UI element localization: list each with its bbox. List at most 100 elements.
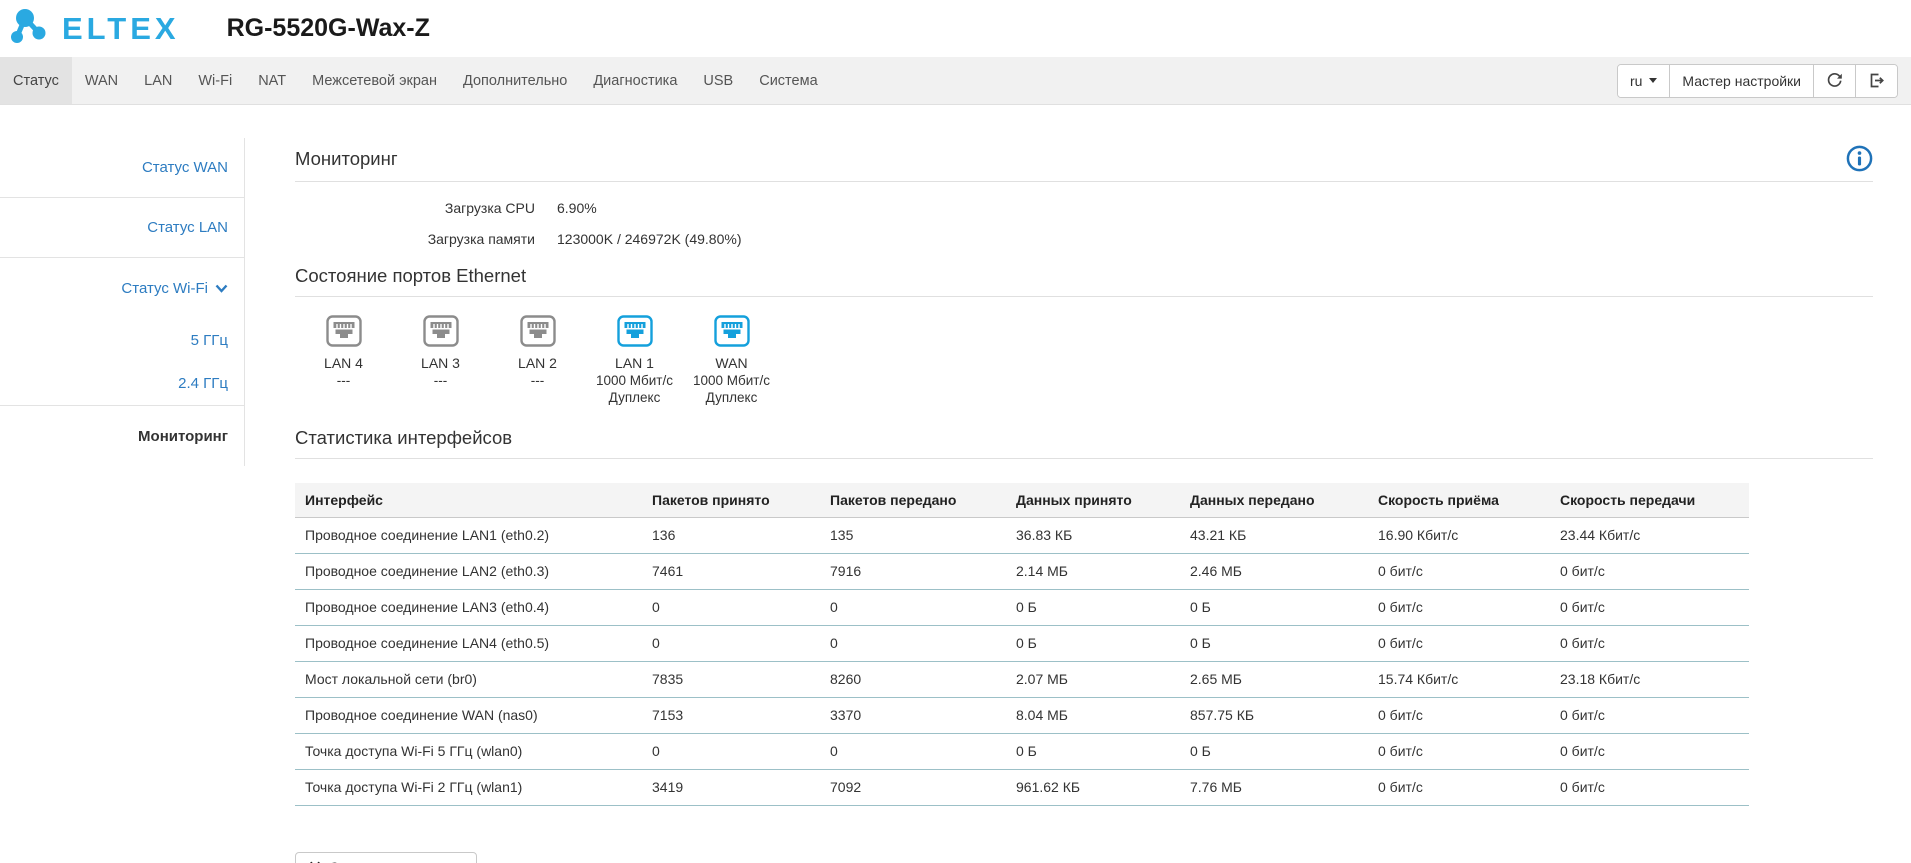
sidebar-item-label: Статус WAN — [141, 159, 228, 176]
tab-nat[interactable]: NAT — [258, 72, 287, 89]
table-cell: 23.18 Кбит/с — [1550, 661, 1749, 698]
logout-icon — [1870, 73, 1884, 88]
table-cell: 0 Б — [1180, 733, 1368, 770]
table-cell: Точка доступа Wi-Fi 5 ГГц (wlan0) — [295, 733, 642, 770]
sidebar-item-monitoring[interactable]: Мониторинг — [0, 406, 244, 466]
table-cell: 36.83 КБ — [1006, 517, 1180, 554]
table-cell: 2.07 МБ — [1006, 661, 1180, 698]
tab-advanced[interactable]: Дополнительно — [462, 72, 568, 89]
column-header: Данных передано — [1180, 483, 1368, 518]
wizard-label: Мастер настройки — [1682, 72, 1801, 89]
nav-tabs: Статус WAN LAN Wi-Fi NAT Межсетевой экран Допо… — [0, 57, 831, 104]
table-cell: 0 бит/с — [1368, 589, 1550, 626]
nav-controls: ru Мастер настройки — [1616, 63, 1898, 98]
port-status-line: Дуплекс — [705, 390, 758, 405]
clear-statistics-label: Очистить статистику — [329, 859, 463, 863]
table-cell: Точка доступа Wi-Fi 2 ГГц (wlan1) — [295, 769, 642, 806]
logout-button[interactable] — [1855, 64, 1897, 97]
table-cell: 15.74 Кбит/с — [1368, 661, 1550, 698]
refresh-button[interactable] — [1813, 64, 1855, 97]
sidebar-item-label: 2.4 ГГц — [178, 375, 228, 392]
tab-usb[interactable]: USB — [703, 72, 734, 89]
setup-wizard-button[interactable]: Мастер настройки — [1669, 64, 1813, 97]
table-cell: 16.90 Кбит/с — [1368, 517, 1550, 554]
eltex-logo[interactable]: ELTEX — [10, 6, 180, 52]
ethernet-port-icon — [519, 315, 556, 347]
main-navbar: Статус WAN LAN Wi-Fi NAT Межсетевой экран Допо… — [0, 57, 1911, 105]
table-header-row: Интерфейс Пакетов принято Пакетов передано… — [295, 483, 1749, 518]
column-header: Интерфейс — [295, 483, 642, 518]
table-cell: 8260 — [820, 661, 1006, 698]
ports-title: Состояние портов Ethernet — [295, 265, 527, 286]
tab-firewall[interactable]: Межсетевой экран — [312, 72, 437, 89]
main-content: Мониторинг Загрузка CPU 6.90% Загрузка пам… — [245, 105, 1911, 863]
table-cell: 0 бит/с — [1550, 589, 1749, 626]
port-lan-3: LAN 3 --- — [392, 315, 489, 405]
system-load-rows: Загрузка CPU 6.90% Загрузка памяти 123000K … — [295, 200, 1873, 247]
ethernet-ports: LAN 4 --- LAN 3 --- LAN 2 --- LAN 1 1000 Мбит/с… — [295, 315, 1873, 405]
sidebar-item-label: Мониторинг — [138, 427, 228, 445]
table-cell: 3370 — [820, 697, 1006, 734]
table-cell: 0 — [820, 733, 1006, 770]
table-row: Проводное соединение WAN (nas0) 7153 3370 8… — [295, 697, 1749, 734]
table-cell: 0 — [642, 589, 820, 626]
table-cell: 3419 — [642, 769, 820, 806]
table-row: Проводное соединение LAN1 (eth0.2) 136 135… — [295, 517, 1749, 554]
table-row: Проводное соединение LAN2 (eth0.3) 7461 79… — [295, 553, 1749, 590]
refresh-icon — [1827, 73, 1842, 87]
tab-system[interactable]: Система — [759, 72, 818, 89]
tab-wifi[interactable]: Wi-Fi — [198, 72, 233, 89]
table-row: Мост локальной сети (br0) 7835 8260 2.07 МБ… — [295, 661, 1749, 698]
top-header: ELTEX RG-5520G-Wax-Z — [0, 0, 1911, 57]
eltex-molecule-icon — [11, 8, 46, 43]
sidebar-item-wifi-24ghz[interactable]: 2.4 ГГц — [0, 362, 244, 406]
device-model-title: RG-5520G-Wax-Z — [226, 14, 430, 42]
stats-title: Статистика интерфейсов — [295, 427, 513, 448]
port-status-line: --- — [433, 373, 448, 388]
monitoring-title: Мониторинг — [295, 147, 398, 169]
table-cell: 2.65 МБ — [1180, 661, 1368, 698]
table-cell: 0 — [820, 625, 1006, 662]
language-label: ru — [1629, 72, 1643, 89]
sidebar-item-wifi-5ghz[interactable]: 5 ГГц — [0, 318, 244, 362]
tab-diagnostics[interactable]: Диагностика — [593, 72, 678, 89]
port-lan-1: LAN 1 1000 Мбит/с Дуплекс — [586, 315, 683, 405]
column-header: Пакетов принято — [642, 483, 820, 518]
table-cell: 0 бит/с — [1368, 769, 1550, 806]
port-name: LAN 3 — [421, 355, 460, 371]
caret-down-icon — [1649, 78, 1658, 83]
ethernet-port-icon — [422, 315, 459, 347]
table-cell: 2.46 МБ — [1180, 553, 1368, 590]
tab-status[interactable]: Статус — [0, 57, 72, 104]
sidebar-item-status-wifi[interactable]: Статус Wi-Fi — [0, 258, 244, 318]
table-cell: 2.14 МБ — [1006, 553, 1180, 590]
stat-value: 123000K / 246972K (49.80%) — [557, 231, 742, 247]
info-icon[interactable] — [1846, 145, 1873, 172]
table-cell: 0 бит/с — [1550, 733, 1749, 770]
port-status-line: 1000 Мбит/с — [596, 373, 673, 388]
stats-table-wrap: Интерфейс Пакетов принято Пакетов передано… — [295, 483, 1873, 806]
table-cell: 0 Б — [1180, 589, 1368, 626]
table-cell: 23.44 Кбит/с — [1550, 517, 1749, 554]
sidebar-item-status-wan[interactable]: Статус WAN — [0, 138, 244, 198]
sidebar-item-label: Статус Wi-Fi — [121, 279, 208, 297]
port-lan-2: LAN 2 --- — [489, 315, 586, 405]
sidebar-item-status-lan[interactable]: Статус LAN — [0, 198, 244, 258]
table-cell: 7835 — [642, 661, 820, 698]
port-status-line: 1000 Мбит/с — [693, 373, 770, 388]
clear-statistics-button[interactable]: Очистить статистику — [295, 851, 478, 863]
table-cell: 0 бит/с — [1550, 625, 1749, 662]
port-wan: WAN 1000 Мбит/с Дуплекс — [683, 315, 780, 405]
table-cell: 8.04 МБ — [1006, 697, 1180, 734]
table-cell: Проводное соединение LAN3 (eth0.4) — [295, 589, 642, 626]
tab-lan[interactable]: LAN — [144, 72, 173, 89]
tab-wan[interactable]: WAN — [84, 72, 119, 89]
logo-wordmark: ELTEX — [62, 11, 180, 46]
table-body: Проводное соединение LAN1 (eth0.2) 136 135… — [295, 517, 1749, 806]
stat-value: 6.90% — [557, 200, 597, 216]
sidebar: Статус WAN Статус LAN Статус Wi-Fi 5 ГГц 2.4… — [0, 105, 245, 466]
language-dropdown[interactable]: ru — [1617, 64, 1670, 97]
